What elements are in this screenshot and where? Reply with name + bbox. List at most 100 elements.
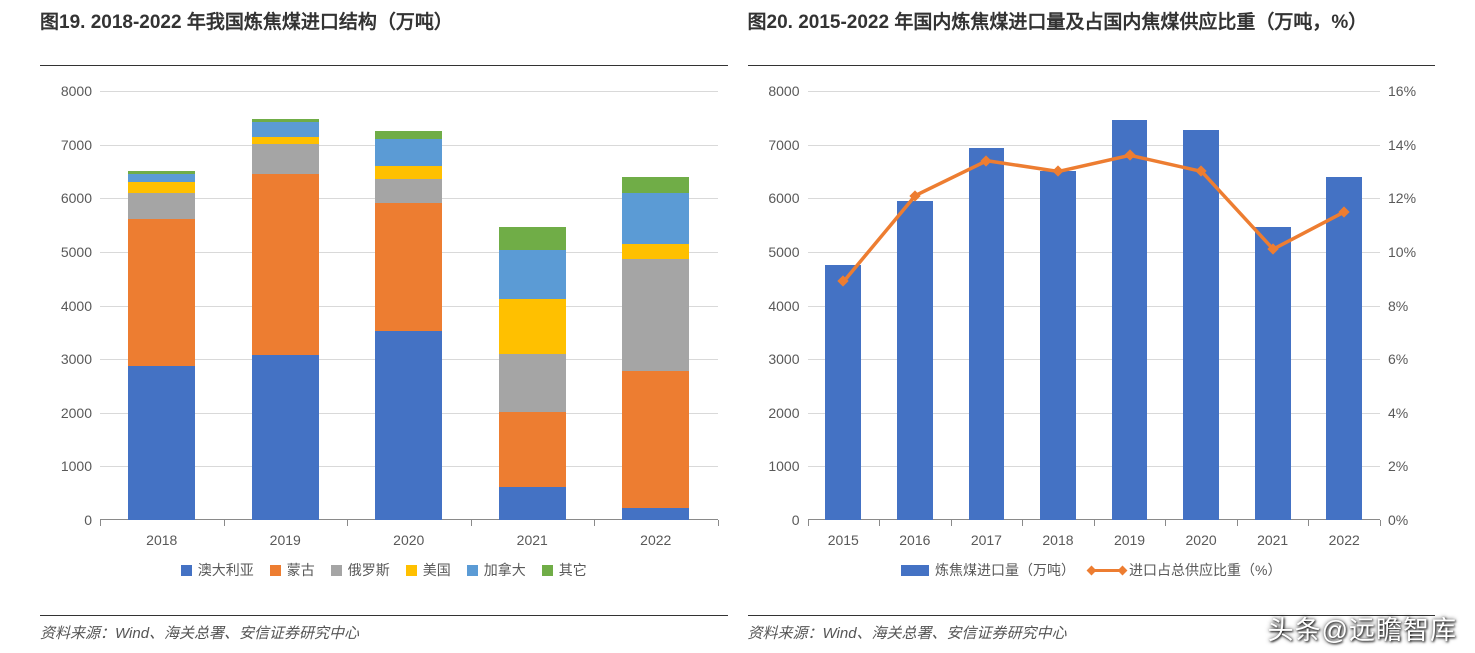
bar-segment (622, 508, 689, 520)
legend-swatch-bar (901, 565, 929, 576)
bar-segment (622, 259, 689, 372)
bar-segment (375, 166, 442, 179)
y-tick-label: 8000 (61, 83, 92, 99)
bar-segment (375, 203, 442, 331)
legend-item: 进口占总供应比重（%） (1091, 560, 1281, 580)
x-tick (100, 520, 101, 526)
bar-segment (622, 177, 689, 193)
legend-item: 澳大利亚 (181, 560, 254, 580)
y-tick-label-left: 1000 (768, 458, 799, 474)
x-tick (347, 520, 348, 526)
x-tick (224, 520, 225, 526)
x-tick-label: 2020 (1165, 532, 1237, 548)
bar-segment (622, 193, 689, 244)
y-tick-label-right: 12% (1388, 190, 1416, 206)
x-tick-label: 2017 (951, 532, 1023, 548)
legend-item: 俄罗斯 (331, 560, 390, 580)
y-tick-label-right: 6% (1388, 351, 1408, 367)
bar-segment (128, 174, 195, 182)
bar-segment (252, 122, 319, 137)
legend-label: 俄罗斯 (348, 560, 390, 580)
bar-segment (128, 366, 195, 520)
bar-segment (622, 244, 689, 259)
legend-swatch (181, 565, 192, 576)
x-tick (718, 520, 719, 526)
x-tick-label: 2016 (879, 532, 951, 548)
right-panel: 图20. 2015-2022 年国内炼焦煤进口量及占国内焦煤供应比重（万吨，%）… (738, 10, 1446, 643)
legend-swatch (467, 565, 478, 576)
bar-segment (252, 355, 319, 520)
source-right: 资料来源：Wind、海关总署、安信证券研究中心 (748, 615, 1436, 643)
bar-segment (499, 412, 566, 487)
bar-segment (128, 182, 195, 193)
bar-group (347, 91, 471, 520)
plot-left: 0100020003000400050006000700080002018201… (100, 91, 718, 520)
x-tick (951, 520, 952, 526)
line-overlay (808, 91, 1381, 520)
y-tick-label-right: 4% (1388, 405, 1408, 421)
x-tick-label: 2021 (471, 532, 595, 548)
legend-left: 澳大利亚 蒙古 俄罗斯 美国加拿大其它 (40, 560, 728, 580)
bar-segment (622, 371, 689, 507)
x-tick-label: 2020 (347, 532, 471, 548)
y-tick-label: 6000 (61, 190, 92, 206)
legend-label: 美国 (423, 560, 451, 580)
bar-segment (128, 219, 195, 366)
bar-segment (499, 354, 566, 412)
y-tick-label-right: 0% (1388, 512, 1408, 528)
legend-right: 炼焦煤进口量（万吨）进口占总供应比重（%） (748, 560, 1436, 580)
chart-area-right: 0100020003000400050006000700080000%2%4%6… (748, 91, 1436, 615)
legend-item: 加拿大 (467, 560, 526, 580)
legend-swatch-line (1091, 569, 1123, 572)
y-tick-label-right: 16% (1388, 83, 1416, 99)
y-tick-label: 3000 (61, 351, 92, 367)
y-tick-label: 0 (84, 512, 92, 528)
chart-title-left: 图19. 2018-2022 年我国炼焦煤进口结构（万吨） (40, 10, 728, 66)
x-tick (471, 520, 472, 526)
y-tick-label-right: 8% (1388, 298, 1408, 314)
bar-segment (252, 137, 319, 144)
bar-group (224, 91, 348, 520)
legend-item: 蒙古 (270, 560, 315, 580)
legend-swatch (331, 565, 342, 576)
y-tick-label-right: 10% (1388, 244, 1416, 260)
bar-segment (375, 179, 442, 203)
x-tick-label: 2019 (224, 532, 348, 548)
bars-container (100, 91, 718, 520)
y-tick-label-left: 6000 (768, 190, 799, 206)
x-tick-label: 2018 (1022, 532, 1094, 548)
y-tick-label-left: 3000 (768, 351, 799, 367)
x-tick-label: 2022 (594, 532, 718, 548)
y-tick-label-right: 2% (1388, 458, 1408, 474)
source-left: 资料来源：Wind、海关总署、安信证券研究中心 (40, 615, 728, 643)
legend-label: 进口占总供应比重（%） (1129, 560, 1281, 580)
y-tick-label-left: 4000 (768, 298, 799, 314)
bar-segment (375, 131, 442, 139)
legend-item: 其它 (542, 560, 587, 580)
legend-label: 蒙古 (287, 560, 315, 580)
bar-group (594, 91, 718, 520)
x-tick-label: 2015 (808, 532, 880, 548)
bar-group (471, 91, 595, 520)
bar-segment (499, 227, 566, 250)
legend-label: 澳大利亚 (198, 560, 254, 580)
y-tick-label: 7000 (61, 137, 92, 153)
y-tick-label-left: 8000 (768, 83, 799, 99)
bar-segment (375, 139, 442, 166)
chart-area-left: 0100020003000400050006000700080002018201… (40, 91, 728, 615)
x-tick (879, 520, 880, 526)
y-tick-label-right: 14% (1388, 137, 1416, 153)
y-tick-label: 5000 (61, 244, 92, 260)
bar-segment (499, 487, 566, 520)
x-tick (594, 520, 595, 526)
x-tick-label: 2019 (1094, 532, 1166, 548)
left-panel: 图19. 2018-2022 年我国炼焦煤进口结构（万吨） 0100020003… (30, 10, 738, 643)
legend-item: 美国 (406, 560, 451, 580)
x-tick (1022, 520, 1023, 526)
x-tick (808, 520, 809, 526)
bar-segment (252, 144, 319, 175)
x-labels: 20152016201720182019202020212022 (808, 532, 1381, 548)
x-tick-label: 2021 (1237, 532, 1309, 548)
y-tick-label-left: 2000 (768, 405, 799, 421)
x-tick-label: 2022 (1308, 532, 1380, 548)
